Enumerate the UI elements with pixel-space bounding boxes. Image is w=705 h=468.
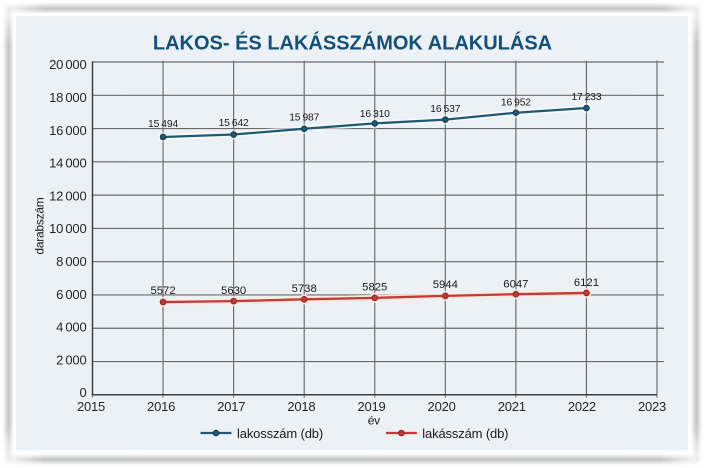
svg-text:5825: 5825	[362, 281, 387, 293]
svg-text:12 000: 12 000	[49, 188, 86, 203]
svg-text:2017: 2017	[217, 399, 245, 414]
svg-text:0: 0	[79, 385, 86, 400]
svg-text:2022: 2022	[568, 399, 596, 414]
svg-text:2015: 2015	[77, 399, 105, 414]
svg-text:2019: 2019	[357, 399, 385, 414]
svg-text:LAKOS- ÉS LAKÁSSZÁMOK ALAKULÁS: LAKOS- ÉS LAKÁSSZÁMOK ALAKULÁSA	[153, 32, 552, 55]
svg-text:5572: 5572	[150, 285, 175, 297]
svg-text:16 952: 16 952	[501, 98, 531, 109]
svg-text:16 310: 16 310	[360, 109, 390, 120]
svg-text:15 987: 15 987	[289, 113, 319, 124]
svg-text:darabszám: darabszám	[33, 197, 47, 254]
svg-text:2021: 2021	[498, 399, 526, 414]
svg-text:15 642: 15 642	[219, 118, 249, 129]
svg-text:6121: 6121	[574, 277, 599, 289]
svg-text:2020: 2020	[428, 399, 456, 414]
svg-text:16 537: 16 537	[430, 104, 460, 115]
svg-text:15 494: 15 494	[148, 119, 178, 130]
svg-text:5944: 5944	[433, 279, 458, 291]
svg-text:10 000: 10 000	[49, 221, 86, 236]
svg-text:2023: 2023	[638, 399, 666, 414]
svg-text:18 000: 18 000	[49, 90, 86, 105]
svg-text:6 000: 6 000	[56, 287, 86, 302]
svg-text:4 000: 4 000	[56, 320, 86, 335]
svg-text:2016: 2016	[147, 399, 175, 414]
svg-text:lakásszám (db): lakásszám (db)	[422, 426, 508, 441]
svg-text:2018: 2018	[287, 399, 315, 414]
svg-text:lakosszám (db): lakosszám (db)	[237, 426, 323, 441]
svg-text:17 233: 17 233	[571, 92, 601, 103]
svg-text:16 000: 16 000	[49, 123, 86, 138]
svg-text:8 000: 8 000	[56, 254, 86, 269]
svg-text:2 000: 2 000	[56, 352, 86, 367]
svg-text:5738: 5738	[292, 283, 317, 295]
svg-text:év: év	[368, 413, 380, 427]
svg-text:6047: 6047	[503, 278, 528, 290]
svg-text:20 000: 20 000	[49, 57, 86, 72]
svg-text:5630: 5630	[221, 285, 246, 297]
svg-text:14 000: 14 000	[49, 156, 86, 171]
